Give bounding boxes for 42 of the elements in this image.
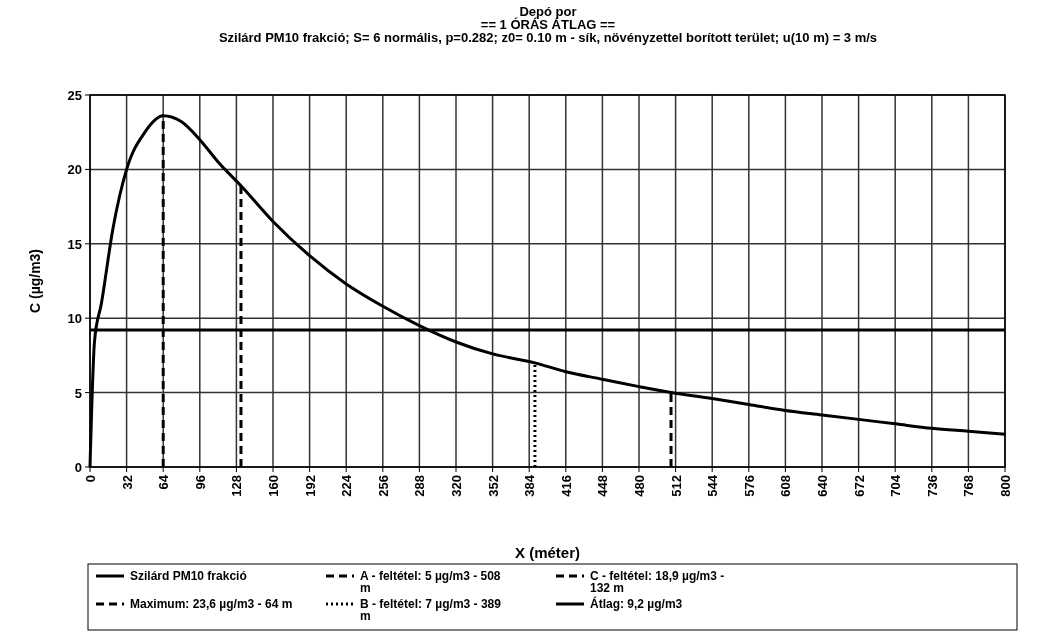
legend-label: B - feltétel: 7 µg/m3 - 389 m xyxy=(360,597,502,623)
legend-label: C - feltétel: 18,9 µg/m3 - 132 m xyxy=(590,569,725,595)
x-tick-label: 480 xyxy=(632,475,647,497)
x-tick-label: 512 xyxy=(668,475,684,497)
legend-label: Maximum: 23,6 µg/m3 - 64 m xyxy=(130,597,293,611)
x-tick-label: 352 xyxy=(485,475,501,497)
x-tick-label: 736 xyxy=(924,475,940,497)
x-tick-label: 384 xyxy=(522,474,538,497)
x-tick-label: 608 xyxy=(778,475,794,497)
x-tick-label: 288 xyxy=(412,475,428,497)
x-tick-label: 96 xyxy=(192,475,208,490)
legend-label: Átlag: 9,2 µg/m3 xyxy=(590,596,683,611)
chart-title: Depó por == 1 ÓRÁS ÁTLAG == xyxy=(480,4,616,32)
y-tick-label: 10 xyxy=(67,311,82,327)
x-tick-label: 768 xyxy=(961,475,977,497)
x-tick-label: 192 xyxy=(302,475,318,497)
x-tick-label: 128 xyxy=(229,475,245,497)
x-tick-label: 416 xyxy=(558,475,574,497)
x-tick-label: 320 xyxy=(449,475,464,497)
x-tick-label: 160 xyxy=(266,475,281,497)
y-tick-label: 5 xyxy=(74,385,82,401)
y-tick-label: 20 xyxy=(67,162,82,178)
x-tick-label: 448 xyxy=(595,475,611,497)
legend-label: Szilárd PM10 frakció xyxy=(130,569,247,583)
y-tick-label: 15 xyxy=(67,236,82,252)
y-tick-label: 25 xyxy=(67,88,82,103)
y-tick-label: 0 xyxy=(74,460,82,475)
x-tick-label: 0 xyxy=(83,475,98,483)
x-axis-title: X (méter) xyxy=(514,544,581,561)
x-tick-label: 672 xyxy=(851,475,867,497)
x-tick-label: 32 xyxy=(119,475,135,490)
x-tick-label: 576 xyxy=(741,475,757,497)
x-tick-label: 800 xyxy=(998,475,1013,497)
x-tick-label: 256 xyxy=(375,475,391,497)
x-tick-label: 224 xyxy=(339,474,355,497)
x-tick-label: 544 xyxy=(705,474,721,497)
x-tick-label: 64 xyxy=(156,474,172,490)
y-axis-title: C (µg/m3) xyxy=(27,248,43,314)
x-tick-label: 640 xyxy=(815,475,830,497)
chart-subtitle: Szilárd PM10 frakció; S= 6 normális, p=0.282; z0= 0.10 m - sík, növényzettel borított terület; u(10 m) = 3 m/s xyxy=(218,30,878,45)
legend-label: A - feltétel: 5 µg/m3 - 508 m xyxy=(360,569,501,595)
x-tick-label: 704 xyxy=(888,474,904,497)
